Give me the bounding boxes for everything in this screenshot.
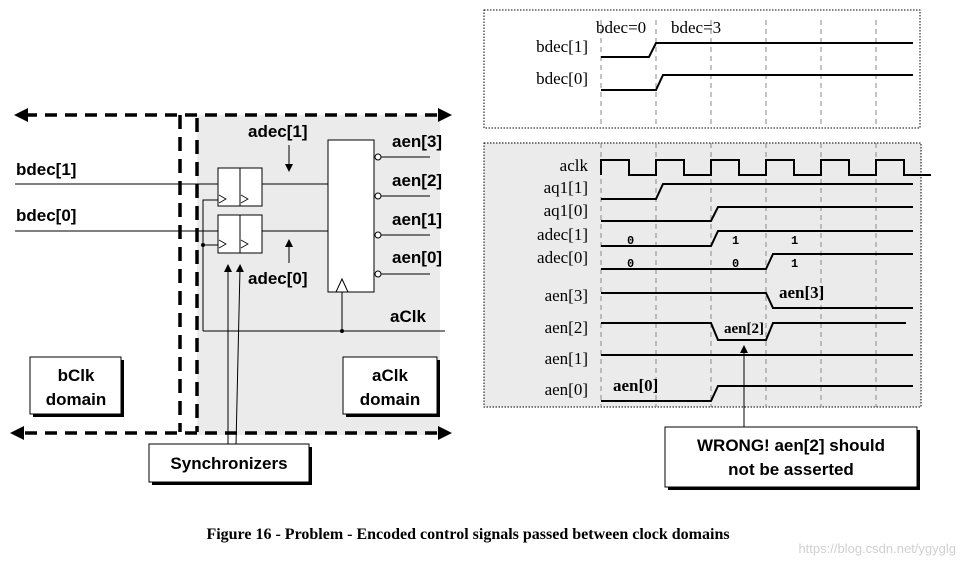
bdec0-wave xyxy=(601,74,913,91)
figure-caption: Figure 16 - Problem - Encoded control si… xyxy=(206,526,729,543)
adec1-wave xyxy=(601,230,913,247)
synchronizers-box: Synchronizers xyxy=(148,443,312,485)
adec-values: 0 1 1 0 0 1 xyxy=(627,234,798,271)
aen3-pulse-label: aen[3] xyxy=(779,283,824,302)
svg-text:0: 0 xyxy=(627,257,634,271)
signal-label: bdec[0] xyxy=(536,69,588,88)
svg-text:aq1[1]: aq1[1] xyxy=(544,178,588,197)
aclk-domain-box: aClk domain xyxy=(342,356,440,417)
aen2-output-label: aen[2] xyxy=(392,171,442,190)
svg-text:aq1[0]: aq1[0] xyxy=(544,201,588,220)
aq1-0-wave xyxy=(601,206,913,222)
aq1-1-wave xyxy=(601,183,913,200)
svg-text:1: 1 xyxy=(732,234,739,248)
bdec1-wave xyxy=(601,42,913,58)
svg-text:Synchronizers: Synchronizers xyxy=(170,454,287,473)
svg-text:domain: domain xyxy=(360,390,420,409)
bdec1-label: bdec[1] xyxy=(16,160,76,179)
svg-text:aClk: aClk xyxy=(372,366,408,385)
svg-text:bClk: bClk xyxy=(58,366,95,385)
synchronizer-flops xyxy=(217,167,263,254)
aen0-wave xyxy=(601,385,913,402)
svg-text:aen[0]: aen[0] xyxy=(545,380,588,399)
svg-text:adec[1]: adec[1] xyxy=(537,225,588,244)
signal-labels: aclk aq1[1] aq1[0] adec[1] adec[0] aen[3… xyxy=(537,156,588,399)
svg-text:not be asserted: not be asserted xyxy=(728,460,854,479)
svg-text:aen[2]: aen[2] xyxy=(545,318,588,337)
svg-text:0: 0 xyxy=(732,257,739,271)
svg-text:1: 1 xyxy=(791,257,798,271)
svg-text:0: 0 xyxy=(627,234,634,248)
svg-text:WRONG! aen[2] should: WRONG! aen[2] should xyxy=(697,436,885,455)
aclk-wire-label: aClk xyxy=(390,307,426,326)
waveforms xyxy=(600,42,931,402)
adec1-label: adec[1] xyxy=(248,122,308,141)
adec0-wave xyxy=(601,253,913,270)
clock-input-icon xyxy=(335,277,349,293)
svg-text:aen[3]: aen[3] xyxy=(545,286,588,305)
svg-text:adec[0]: adec[0] xyxy=(537,248,588,267)
aclk-wave xyxy=(600,159,931,176)
aen1-output-label: aen[1] xyxy=(392,210,442,229)
bdec-timing-panel xyxy=(483,9,921,129)
bdec0-label: bdec[0] xyxy=(16,206,76,225)
wrong-callout-box: WRONG! aen[2] should not be asserted xyxy=(664,426,920,490)
aen3-output-label: aen[3] xyxy=(392,132,442,151)
decoder-register xyxy=(327,139,375,293)
svg-text:domain: domain xyxy=(46,390,106,409)
aclk-timing-panel xyxy=(483,142,922,408)
aen0-pulse-label: aen[0] xyxy=(613,376,658,395)
signal-label: bdec[1] xyxy=(536,37,588,56)
svg-text:aen[1]: aen[1] xyxy=(545,349,588,368)
aen2-wave xyxy=(601,322,906,341)
adec0-label: adec[0] xyxy=(248,269,308,288)
svg-text:aclk: aclk xyxy=(560,156,589,175)
svg-text:1: 1 xyxy=(791,234,798,248)
bdec3-annotation: bdec=3 xyxy=(671,18,721,37)
aen0-output-label: aen[0] xyxy=(392,248,442,267)
watermark: https://blog.csdn.net/ygyglg xyxy=(798,541,956,556)
aen3-wave xyxy=(601,292,913,309)
aen2-pulse-label: aen[2] xyxy=(724,321,764,337)
output-bubbles xyxy=(374,153,430,278)
bdec0-annotation: bdec=0 xyxy=(596,18,646,37)
bclk-domain-box: bClk domain xyxy=(29,356,124,417)
